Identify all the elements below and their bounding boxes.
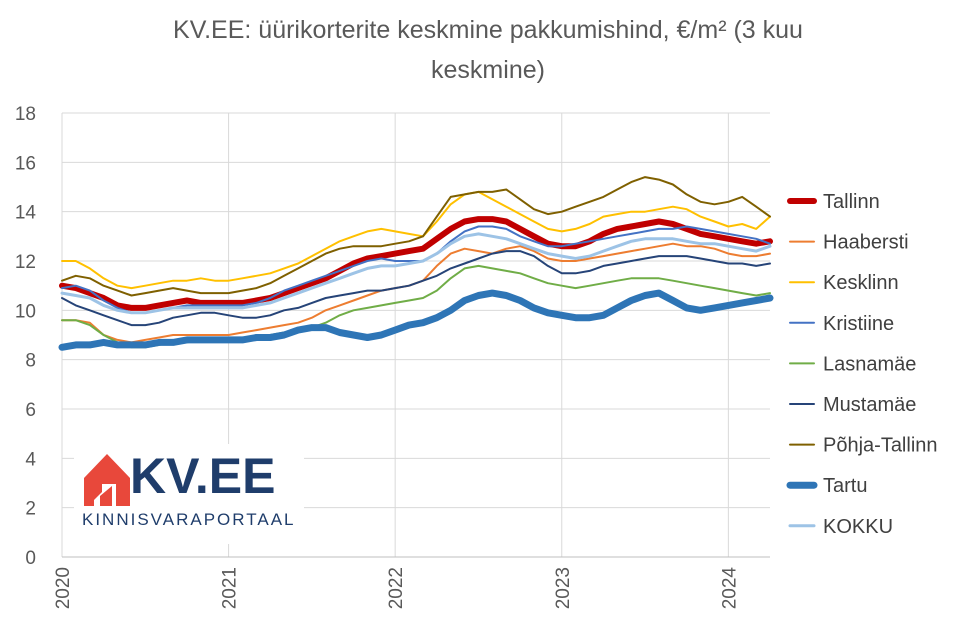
- y-tick-label: 6: [25, 400, 36, 421]
- series-line-põhja-tallinn: [61, 176, 771, 297]
- y-tick-label: 18: [15, 104, 36, 125]
- y-tick-label: 12: [15, 252, 36, 273]
- logo-tagline: KINNISVARAPORTAAL: [82, 510, 296, 529]
- legend-label: Põhja-Tallinn: [823, 435, 938, 457]
- series-line-mustamäe: [61, 250, 771, 327]
- legend-label: Tallinn: [823, 191, 880, 213]
- series-line-kokku: [60, 232, 772, 315]
- x-tick-label: 2022: [386, 567, 407, 609]
- y-tick-label: 0: [25, 548, 36, 569]
- y-tick-label: 14: [15, 203, 37, 224]
- y-tick-label: 2: [25, 499, 36, 520]
- y-tick-label: 16: [15, 153, 36, 174]
- kv-ee-logo: KV.EE KINNISVARAPORTAAL: [74, 444, 304, 544]
- x-tick-label: 2021: [220, 567, 241, 609]
- y-tick-label: 10: [15, 301, 36, 322]
- y-tick-label: 4: [25, 449, 36, 470]
- x-tick-label: 2023: [553, 567, 574, 609]
- legend-label: Haabersti: [823, 232, 909, 254]
- legend-label: Lasnamäe: [823, 353, 916, 375]
- x-tick-label: 2024: [719, 567, 740, 610]
- legend-label: Kristiine: [823, 313, 894, 335]
- series-line-kesklinn: [61, 190, 771, 290]
- house-logo-icon: [84, 454, 130, 506]
- legend-label: Mustamäe: [823, 394, 916, 416]
- series-line-tartu: [58, 289, 774, 351]
- logo-name: KV.EE: [130, 448, 276, 504]
- legend-label: Tartu: [823, 475, 867, 497]
- series-line-tallinn: [59, 216, 773, 311]
- y-tick-label: 8: [25, 351, 36, 372]
- legend-label: Kesklinn: [823, 272, 899, 294]
- legend-label: KOKKU: [823, 516, 893, 538]
- chart-title: KV.EE: üürikorterite keskmine pakkumishi…: [173, 16, 803, 84]
- x-tick-label: 2020: [53, 567, 74, 609]
